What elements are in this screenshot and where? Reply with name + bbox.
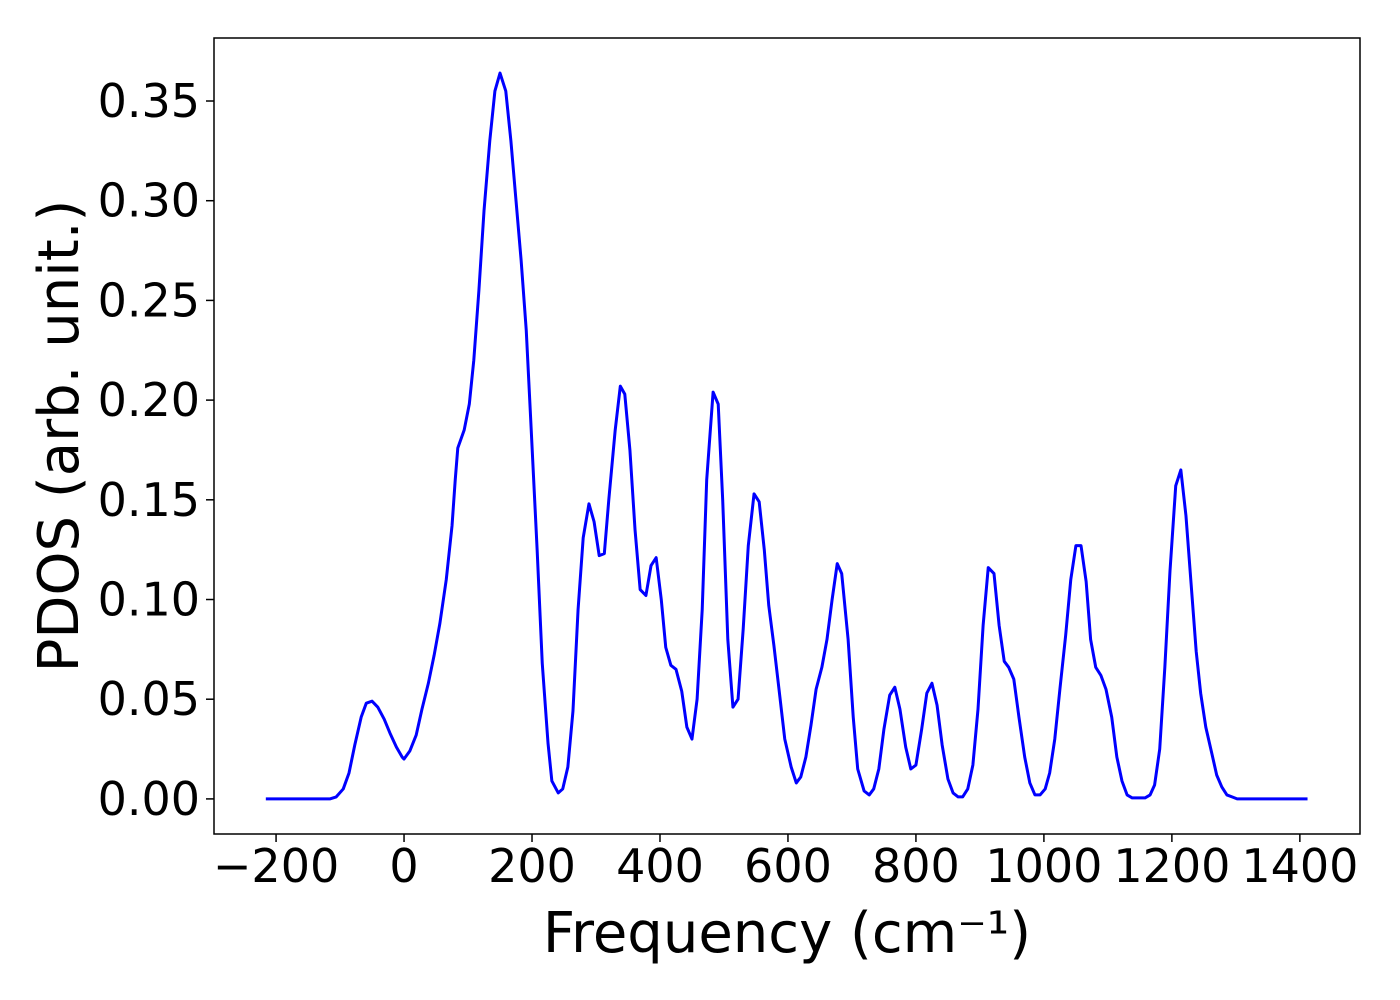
- x-tick-label: 400: [616, 839, 704, 893]
- x-tick-label: 800: [872, 839, 960, 893]
- y-tick-label: 0.15: [98, 473, 200, 527]
- y-tick-label: 0.00: [98, 772, 200, 826]
- y-tick-label: 0.25: [98, 273, 200, 327]
- y-axis-label: PDOS (arb. unit.): [27, 200, 92, 673]
- x-tick-label: 1400: [1241, 839, 1358, 893]
- plot-frame: [213, 37, 1361, 835]
- x-tick-label: 200: [488, 839, 576, 893]
- x-tick-label: 0: [389, 839, 418, 893]
- y-tick-label: 0.20: [98, 373, 200, 427]
- x-axis-label: Frequency (cm⁻¹): [543, 901, 1031, 966]
- x-tick-label: −200: [213, 839, 339, 893]
- y-tick-label: 0.10: [98, 573, 200, 627]
- x-tick-label: 600: [744, 839, 832, 893]
- x-tick-label: 1000: [985, 839, 1102, 893]
- y-tick-label: 0.35: [98, 74, 200, 128]
- data-line: [265, 71, 1308, 801]
- x-tick-label: 1200: [1113, 839, 1230, 893]
- y-tick-label: 0.30: [98, 174, 200, 228]
- y-tick-label: 0.05: [98, 672, 200, 726]
